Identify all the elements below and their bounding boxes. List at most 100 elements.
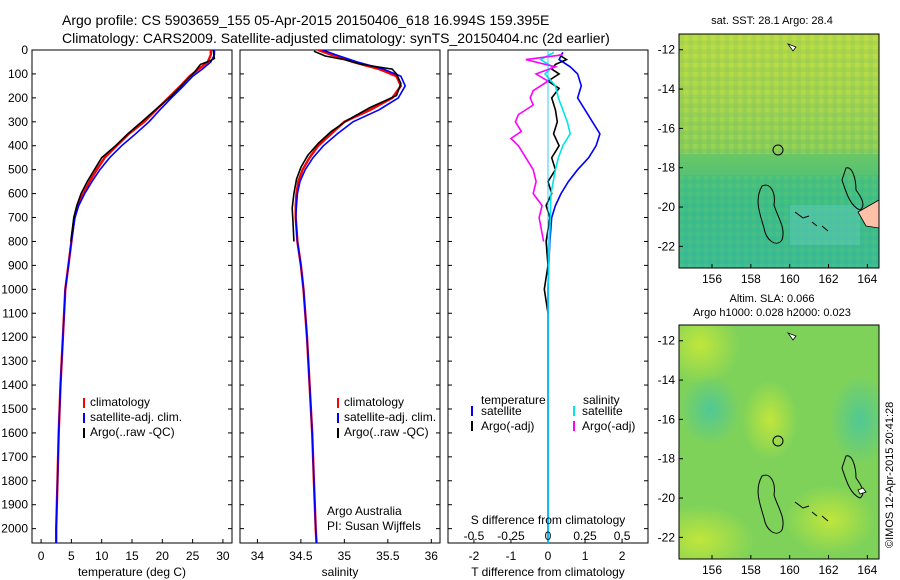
temp-x-tick-label: 30 — [216, 549, 230, 563]
sla-map-title-1: Altim. SLA: 0.066 — [730, 293, 815, 305]
sla-high-sw — [679, 505, 755, 559]
sst-cool-patch — [790, 205, 860, 245]
diff-legend: temperature satellite Argo(-adj) salinit… — [471, 393, 635, 433]
sla-map-frame — [678, 324, 880, 560]
map-y-tick-label: -12 — [658, 43, 676, 57]
diff-s-tick-label: -0.5 — [464, 529, 485, 543]
diff-legend-t-argo: Argo(-adj) — [481, 419, 534, 433]
sal-x-tick-label: 35 — [338, 549, 352, 563]
sla-reef-fragments — [794, 501, 829, 522]
sal-x-tick-label: 34.5 — [289, 549, 313, 563]
map-x-tick-label: 158 — [741, 272, 761, 286]
sla-map-title-2: Argo h1000: 0.028 h2000: 0.023 — [693, 307, 851, 319]
sla-high-se — [785, 485, 875, 555]
diff-s-tick-label: 0 — [545, 529, 552, 543]
legend-argo: Argo(..raw -QC) — [90, 425, 175, 439]
sst-small-island — [786, 43, 797, 52]
temp-x-tick-label: 5 — [68, 549, 75, 563]
diff-legend-s-argo: Argo(-adj) — [582, 419, 635, 433]
diff-x-ticks: -2 -1 0 1 2 — [448, 49, 648, 563]
temp-x-tick-label: 25 — [186, 549, 200, 563]
sst-x-ticks: 156 158 160 162 164 — [702, 264, 878, 286]
map-x-tick-label: 160 — [780, 563, 800, 577]
depth-tick-label: 400 — [8, 139, 28, 153]
sla-low-east — [830, 375, 879, 465]
diff-legend-s-satellite: satellite — [582, 404, 623, 418]
diff-legend-temperature-title: temperature — [481, 393, 546, 407]
map-y-tick-label: -16 — [658, 121, 676, 135]
depth-tick-label: 200 — [8, 91, 28, 105]
sal-legend-argo: Argo(..raw -QC) — [344, 425, 429, 439]
diff-s-tick-label: 0.5 — [614, 529, 631, 543]
sst-map-title: sat. SST: 28.1 Argo: 28.4 — [711, 15, 833, 27]
sst-map-field — [679, 34, 879, 268]
map-y-tick-label: -18 — [658, 161, 676, 175]
sal-legend-satellite: satellite-adj. clim. — [344, 410, 436, 424]
map-x-tick-label: 158 — [741, 563, 761, 577]
sal-x-ticks: 34 34.5 35 35.5 36 — [240, 49, 440, 563]
map-y-tick-label: -22 — [658, 530, 676, 544]
temp-x-ticks: 0 5 10 15 20 25 30 — [32, 49, 232, 563]
diff-series-salinity-satellite — [538, 51, 572, 543]
diff-x-tick-label: -1 — [506, 549, 517, 563]
diff-s-tick-label: 0.25 — [573, 529, 597, 543]
temp-legend: climatology satellite-adj. clim. Argo(..… — [83, 395, 182, 439]
sal-note-pi: PI: Susan Wijffels — [327, 519, 421, 533]
sla-small-island — [857, 487, 867, 495]
sla-y-ticks: -12 -14 -16 -18 -20 -22 — [658, 334, 683, 544]
sst-reef-outline-east — [841, 167, 864, 211]
diff-s-tick-label: -0.25 — [497, 529, 525, 543]
sal-series — [291, 50, 407, 543]
legend-satellite: satellite-adj. clim. — [90, 410, 182, 424]
temp-series-argo-raw-qc- — [70, 50, 216, 242]
depth-tick-label: 100 — [8, 67, 28, 81]
diff-s-tick-labels: -0.5 -0.25 0 0.25 0.5 — [464, 529, 631, 543]
temp-x-tick-label: 20 — [156, 549, 170, 563]
sst-map-panel: sat. SST: 28.1 Argo: 28.4 -12 -14 -16 -18 -2… — [658, 15, 880, 286]
depth-tick-label: 1200 — [1, 330, 28, 344]
legend-climatology: climatology — [90, 395, 150, 409]
sal-legend: climatology satellite-adj. clim. Argo(..… — [337, 395, 436, 439]
sst-y-ticks: -12 -14 -16 -18 -20 -22 — [658, 43, 683, 253]
depth-tick-labels: 0 100 200 300 400 500 600 700 800 900 1000 1100 1200… — [1, 43, 28, 536]
depth-tick-label: 300 — [8, 115, 28, 129]
map-x-tick-label: 160 — [780, 272, 800, 286]
sal-x-tick-label: 36 — [425, 549, 439, 563]
map-x-tick-label: 162 — [818, 563, 838, 577]
sal-legend-climatology: climatology — [344, 395, 404, 409]
sal-frame — [239, 49, 441, 544]
sal-series-argo-raw-qc- — [291, 50, 402, 242]
depth-tick-label: 1000 — [1, 282, 28, 296]
sla-low-west — [680, 375, 740, 445]
salinity-panel: 34 34.5 35 35.5 36 climatology satellite-adj… — [239, 49, 441, 579]
map-y-tick-label: -20 — [658, 491, 676, 505]
map-x-tick-label: 164 — [857, 272, 877, 286]
depth-tick-label: 500 — [8, 163, 28, 177]
sst-map-frame — [678, 33, 880, 269]
map-x-tick-label: 164 — [857, 563, 877, 577]
diff-legend-t-satellite: satellite — [481, 404, 522, 418]
map-y-tick-label: -18 — [658, 452, 676, 466]
sst-field-texture-north — [679, 34, 879, 154]
temp-x-tick-label: 0 — [38, 549, 45, 563]
depth-tick-label: 2000 — [1, 522, 28, 536]
diff-x-tick-label: 1 — [582, 549, 589, 563]
diff-series — [509, 50, 601, 543]
sal-x-tick-label: 35.5 — [376, 549, 400, 563]
map-y-tick-label: -16 — [658, 412, 676, 426]
depth-tick-label: 600 — [8, 187, 28, 201]
sla-map-panel: Altim. SLA: 0.066 Argo h1000: 0.028 h200… — [658, 293, 880, 577]
map-x-tick-label: 162 — [818, 272, 838, 286]
temp-x-tick-label: 15 — [125, 549, 139, 563]
depth-tick-label: 1400 — [1, 378, 28, 392]
depth-tick-label: 900 — [8, 258, 28, 272]
sla-map-field — [679, 325, 879, 559]
sst-argo-position-marker — [772, 144, 784, 156]
temp-series — [55, 50, 216, 543]
map-y-tick-label: -22 — [658, 239, 676, 253]
map-y-tick-label: -12 — [658, 334, 676, 348]
depth-tick-label: 1100 — [2, 306, 28, 320]
map-x-tick-label: 156 — [702, 272, 722, 286]
sla-high-nw — [679, 325, 740, 385]
